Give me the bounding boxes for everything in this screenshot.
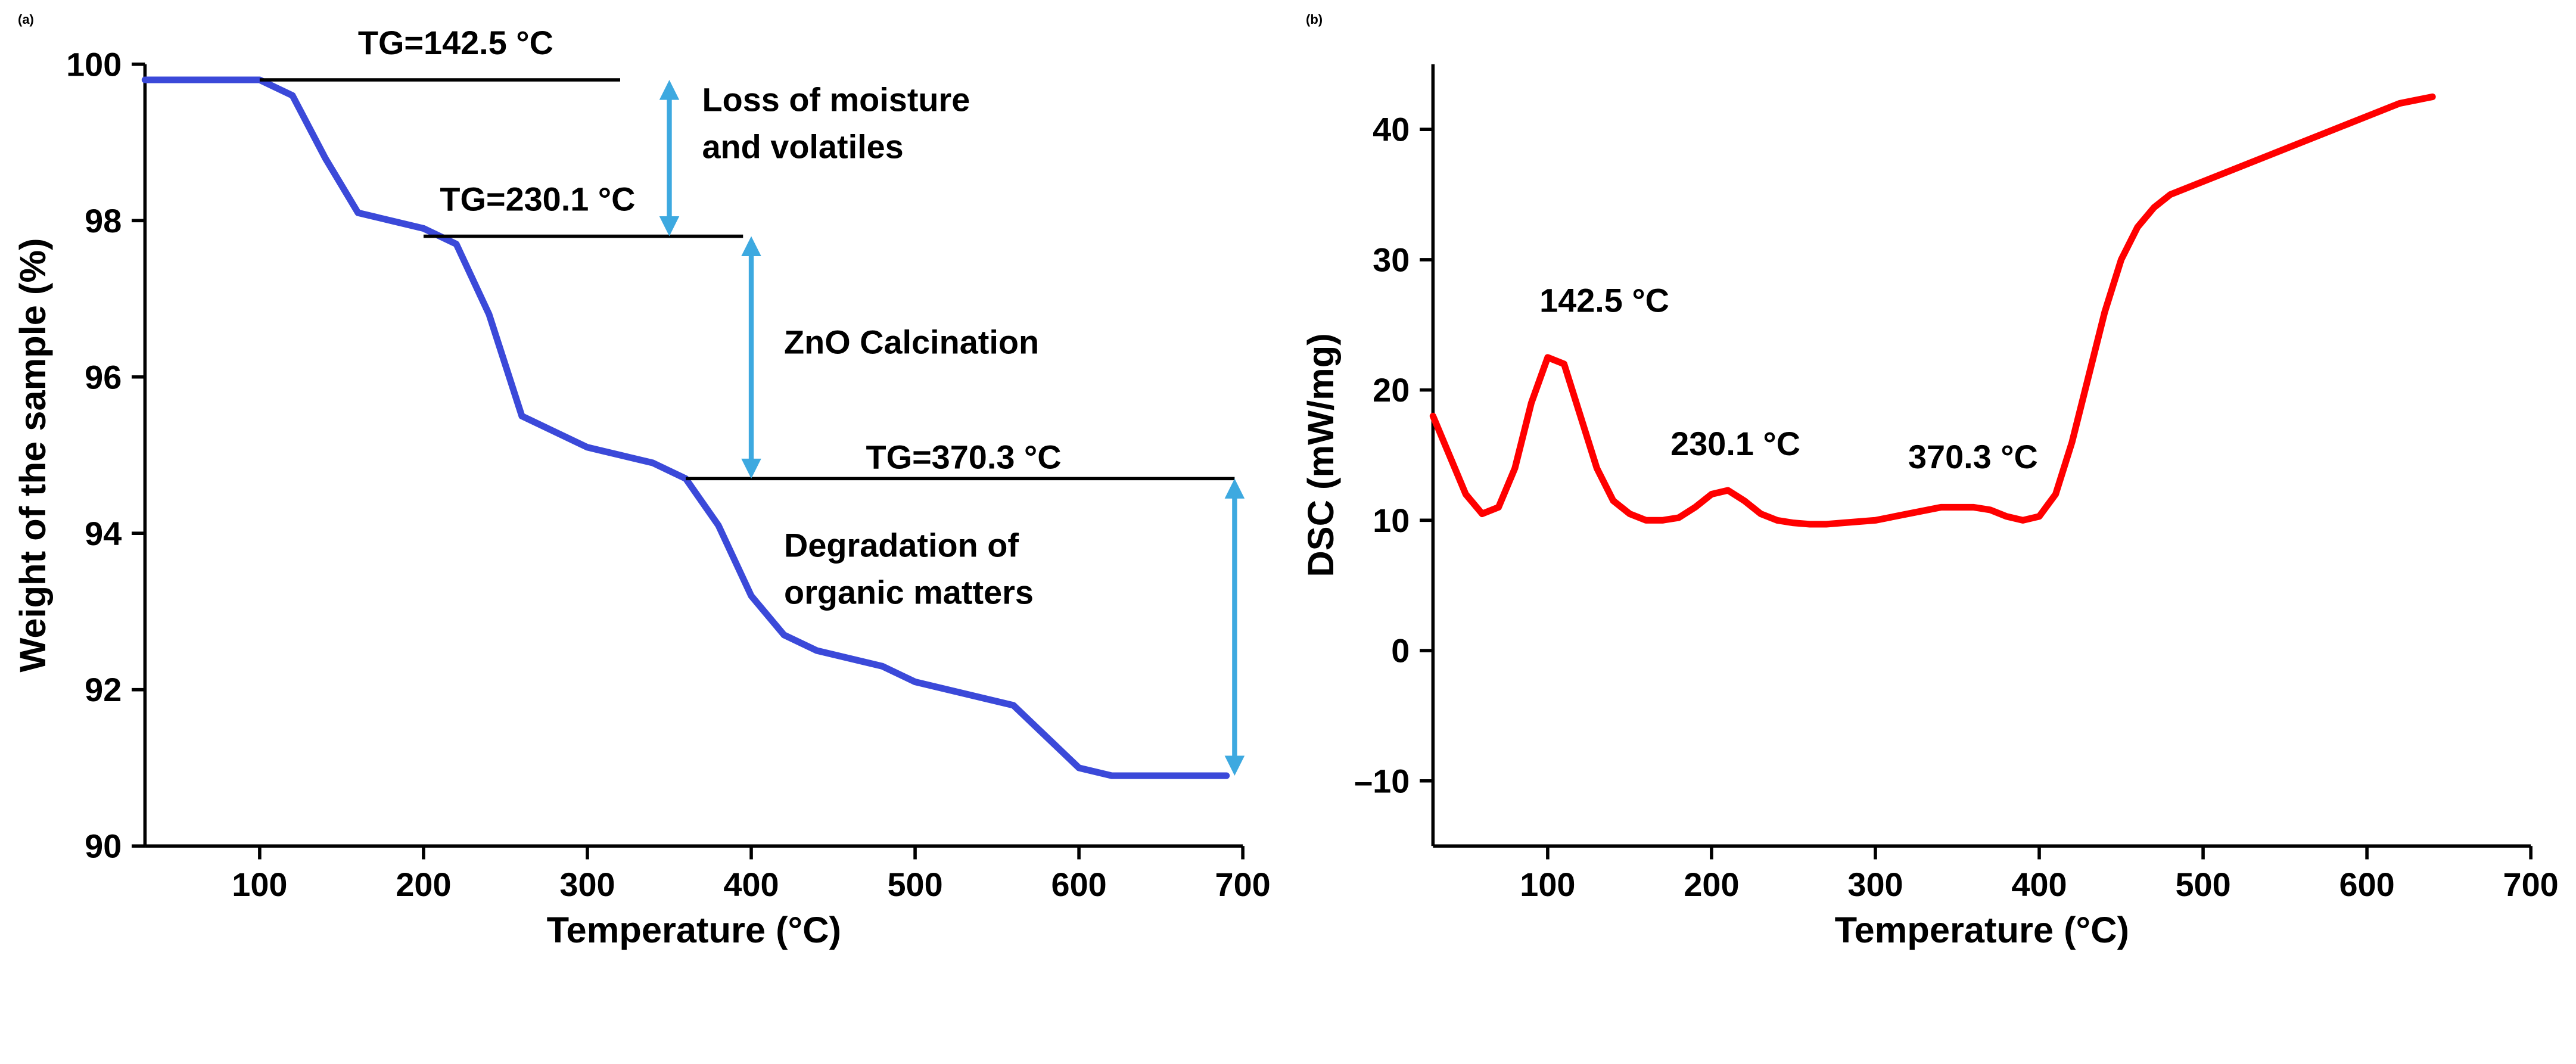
svg-text:Loss of moisture: Loss of moisture [702, 81, 970, 119]
svg-text:DSC (mW/mg): DSC (mW/mg) [1301, 333, 1342, 577]
svg-text:100: 100 [232, 866, 287, 903]
svg-text:90: 90 [85, 827, 122, 865]
svg-text:100: 100 [1520, 866, 1575, 903]
svg-text:and volatiles: and volatiles [702, 127, 904, 165]
panel-b: (b) 100 200 300 400 500 600 700 –10 0 10 20 30 40 Tem… [1300, 12, 2564, 963]
svg-text:230.1 °C: 230.1 °C [1670, 425, 1800, 462]
svg-text:200: 200 [1684, 866, 1739, 903]
svg-text:100: 100 [66, 45, 122, 83]
panel-b-label: (b) [1306, 12, 2564, 27]
svg-text:TG=370.3 °C: TG=370.3 °C [866, 438, 1062, 476]
svg-text:600: 600 [1051, 866, 1107, 903]
svg-text:142.5 °C: 142.5 °C [1539, 281, 1669, 319]
svg-text:94: 94 [85, 515, 122, 552]
svg-text:96: 96 [85, 358, 122, 396]
panel-a-label: (a) [18, 12, 1276, 27]
svg-text:TG=230.1 °C: TG=230.1 °C [440, 181, 635, 218]
svg-text:370.3 °C: 370.3 °C [1908, 438, 2038, 475]
svg-text:300: 300 [559, 866, 615, 903]
svg-text:10: 10 [1373, 502, 1410, 539]
chart-b-wrap: 100 200 300 400 500 600 700 –10 0 10 20 30 40 Tempera… [1300, 31, 2564, 963]
svg-text:Weight of the sample (%): Weight of the sample (%) [13, 238, 54, 673]
svg-text:Temperature (°C): Temperature (°C) [1835, 910, 2129, 951]
svg-text:TG=142.5 °C: TG=142.5 °C [358, 31, 553, 61]
svg-text:30: 30 [1373, 241, 1410, 278]
svg-text:500: 500 [2175, 866, 2230, 903]
svg-text:92: 92 [85, 671, 122, 708]
chart-b-svg: 100 200 300 400 500 600 700 –10 0 10 20 30 40 Tempera… [1300, 31, 2564, 963]
svg-text:–10: –10 [1354, 762, 1410, 799]
svg-text:200: 200 [396, 866, 451, 903]
svg-text:400: 400 [723, 866, 779, 903]
svg-text:700: 700 [1215, 866, 1271, 903]
svg-text:Degradation of: Degradation of [784, 527, 1019, 564]
svg-text:500: 500 [887, 866, 942, 903]
svg-text:600: 600 [2339, 866, 2395, 903]
svg-text:Temperature (°C): Temperature (°C) [547, 910, 841, 951]
chart-a-svg: 100 200 300 400 500 600 700 90 92 94 96 98 100 Temper… [12, 31, 1276, 963]
svg-text:700: 700 [2503, 866, 2559, 903]
svg-text:40: 40 [1373, 111, 1410, 148]
svg-text:400: 400 [2011, 866, 2067, 903]
panel-a: (a) 100 200 300 400 500 600 700 90 92 94 96 98 100 Te… [12, 12, 1276, 963]
svg-text:20: 20 [1373, 371, 1410, 409]
svg-text:300: 300 [1847, 866, 1903, 903]
svg-text:organic matters: organic matters [784, 573, 1034, 611]
svg-text:ZnO Calcination: ZnO Calcination [784, 323, 1039, 360]
svg-text:0: 0 [1391, 632, 1410, 670]
chart-a-wrap: 100 200 300 400 500 600 700 90 92 94 96 98 100 Temper… [12, 31, 1276, 963]
figure-container: (a) 1002003004005006007009092949698100Te… [12, 12, 2564, 963]
svg-text:98: 98 [85, 202, 122, 239]
